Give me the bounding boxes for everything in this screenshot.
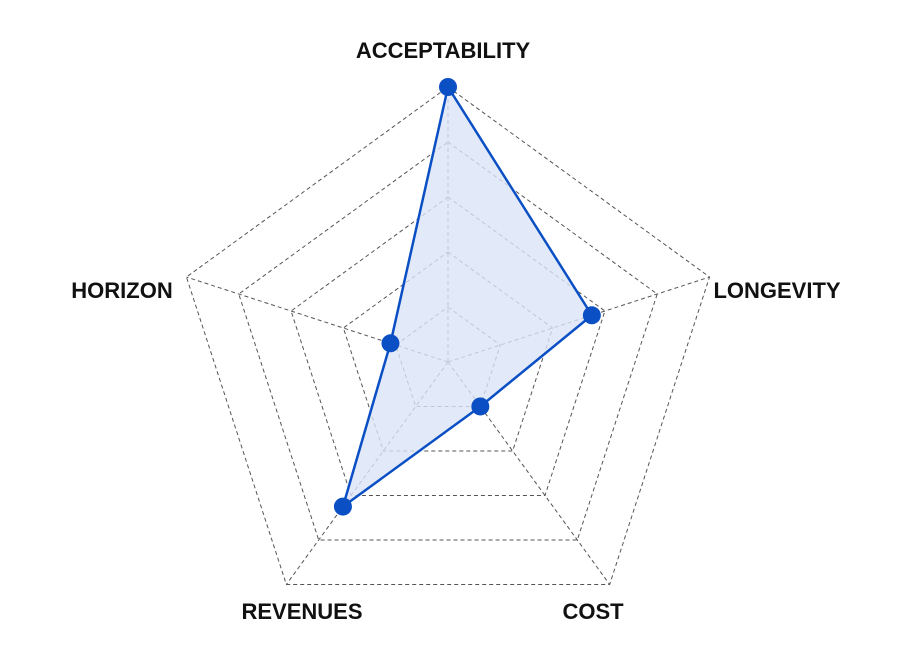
radar-series	[333, 78, 601, 516]
axis-label-horizon: HORIZON	[71, 278, 172, 303]
data-point-horizon	[381, 334, 400, 353]
data-point-cost	[471, 397, 490, 416]
grid-ring-5	[185, 86, 711, 585]
axis-label-acceptability: ACCEPTABILITY	[356, 38, 531, 63]
axis-labels: ACCEPTABILITY LONGEVITY COST REVENUES HO…	[71, 38, 841, 624]
grid-ring-3	[290, 196, 606, 496]
data-point-revenues	[333, 497, 352, 516]
grid-ring-4	[238, 141, 658, 541]
data-point-acceptability	[439, 78, 457, 96]
axis-label-longevity: LONGEVITY	[713, 278, 840, 303]
series-area-0	[341, 85, 594, 508]
data-point-longevity	[582, 306, 601, 325]
axis-label-revenues: REVENUES	[241, 599, 362, 624]
axis-label-cost: COST	[562, 599, 624, 624]
